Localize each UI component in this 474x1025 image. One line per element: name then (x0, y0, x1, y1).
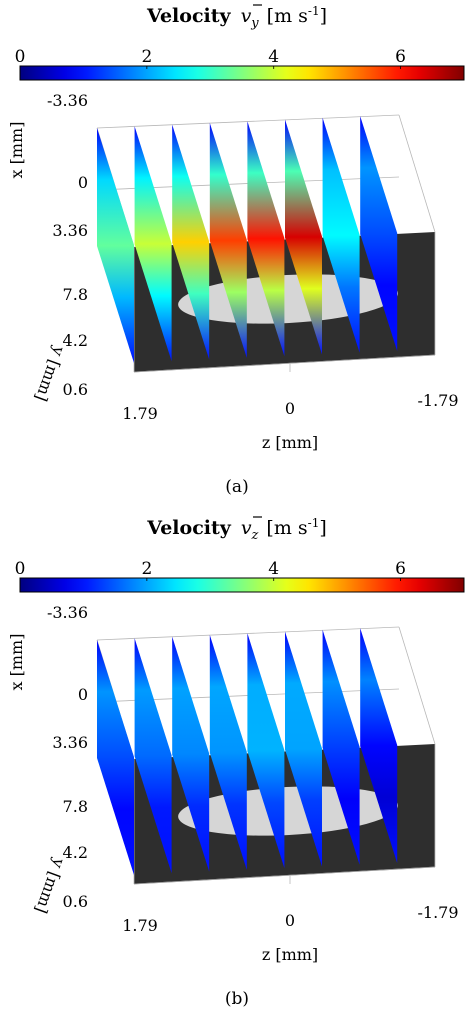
z-tick-label: 0 (285, 399, 295, 418)
title-word: Velocity (146, 517, 232, 539)
title-subscript: z (251, 528, 259, 543)
x-axis-label: x [mm] (7, 634, 26, 691)
z-tick-label: 0 (285, 911, 295, 930)
velocity-vy-figure: Velocity vy [m s-1] 0 2 4 6 x [mm] -3.36 0 3.36 y [… (7, 4, 465, 497)
z-tick-label: 1.79 (122, 404, 158, 423)
grid-line (96, 114, 400, 129)
velocity-slice (134, 638, 172, 874)
panel-b: Velocity vz [m s-1] 0 2 4 6 x [mm] -3.36 0 3.36 y [… (0, 512, 474, 1024)
x-axis-label: x [mm] (7, 122, 26, 179)
colorbar-tick-label: 6 (395, 47, 406, 67)
x-tick-label: 3.36 (52, 733, 88, 752)
velocity-slice (97, 128, 134, 363)
velocity-slice (134, 126, 172, 362)
velocity-slice (285, 631, 322, 867)
velocity-slice (360, 628, 398, 864)
colorbar-tick-label: 4 (268, 47, 279, 67)
plot-3d (96, 626, 436, 885)
y-tick-label: 4.2 (63, 843, 88, 862)
panel-a: Velocity vy [m s-1] 0 2 4 6 x [mm] -3.36 0 3.36 y [… (0, 0, 474, 512)
plot-3d (96, 114, 436, 373)
colorbar (19, 577, 465, 593)
panel-caption: (a) (225, 477, 248, 497)
velocity-slice (172, 636, 210, 872)
x-tick-label: 0 (78, 173, 88, 192)
velocity-slice (247, 633, 285, 869)
colorbar (19, 65, 465, 81)
title-unit-exponent: -1 (308, 516, 320, 530)
axis-edge (133, 866, 436, 885)
grid-line (398, 114, 436, 233)
z-tick-label: -1.79 (417, 391, 458, 410)
colorbar-tick-label: 6 (395, 559, 406, 579)
title-unit: [m s (267, 5, 308, 27)
colorbar-tick-label: 0 (15, 559, 26, 579)
y-tick-label: 7.8 (63, 285, 88, 304)
colorbar-tick-label: 2 (141, 559, 152, 579)
velocity-slice (322, 629, 360, 865)
title-unit-close: ] (320, 5, 327, 27)
title-unit-close: ] (319, 517, 326, 539)
z-axis-label: z [mm] (262, 433, 318, 452)
velocity-slice (172, 124, 210, 360)
grid-line (398, 626, 436, 745)
title-symbol: v (241, 517, 252, 539)
x-tick-label: -3.36 (47, 91, 88, 110)
axis-edge (133, 354, 436, 373)
colorbar-tick-label: 4 (268, 559, 279, 579)
z-tick-label: 1.79 (122, 916, 158, 935)
velocity-slice (209, 122, 247, 358)
velocity-slice (322, 117, 360, 353)
velocity-slice (247, 121, 285, 357)
colorbar-tick-label: 2 (141, 47, 152, 67)
title-subscript: y (250, 16, 259, 31)
z-tick-label: -1.79 (417, 903, 458, 922)
z-axis-label: z [mm] (262, 945, 318, 964)
velocity-slice (209, 634, 247, 870)
chart-title: Velocity vz [m s-1] (146, 516, 327, 543)
velocity-slice (97, 640, 134, 875)
title-unit: [m s (266, 517, 307, 539)
y-tick-label: 7.8 (63, 797, 88, 816)
velocity-slice (360, 116, 398, 352)
title-unit-exponent: -1 (308, 4, 320, 18)
x-tick-label: 3.36 (52, 221, 88, 240)
grid-line (96, 626, 400, 641)
velocity-slice (285, 119, 322, 355)
y-tick-label: 0.6 (63, 892, 88, 911)
x-tick-label: -3.36 (47, 603, 88, 622)
title-word: Velocity (146, 5, 232, 27)
title-symbol: v (241, 5, 252, 27)
panel-caption: (b) (225, 989, 249, 1009)
y-tick-label: 4.2 (63, 331, 88, 350)
chart-title: Velocity vy [m s-1] (146, 4, 327, 31)
y-tick-label: 0.6 (63, 380, 88, 399)
x-tick-label: 0 (78, 685, 88, 704)
colorbar-tick-label: 0 (15, 47, 26, 67)
